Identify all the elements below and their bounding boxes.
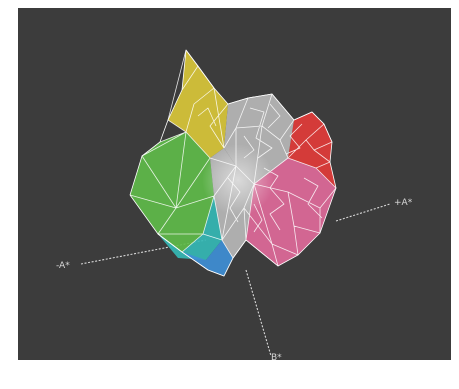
- wireframe-mesh: [129, 49, 337, 277]
- neutral-core-glow: [202, 144, 274, 216]
- pos-a-axis-label: +A*: [394, 198, 413, 208]
- face-cyan: [158, 196, 222, 260]
- gamut-wireframe: [129, 49, 337, 277]
- gamut-solid: [130, 50, 336, 276]
- gamut-diagram: -A* +A* B*: [18, 8, 451, 360]
- face-red: [288, 112, 336, 188]
- face-blue: [182, 240, 233, 276]
- neg-a-axis-label: -A*: [56, 261, 70, 271]
- b-axis-label: B*: [271, 353, 282, 360]
- face-green: [130, 132, 214, 252]
- b-axis-line: [245, 269, 272, 357]
- pos-a-axis-line: [335, 203, 391, 222]
